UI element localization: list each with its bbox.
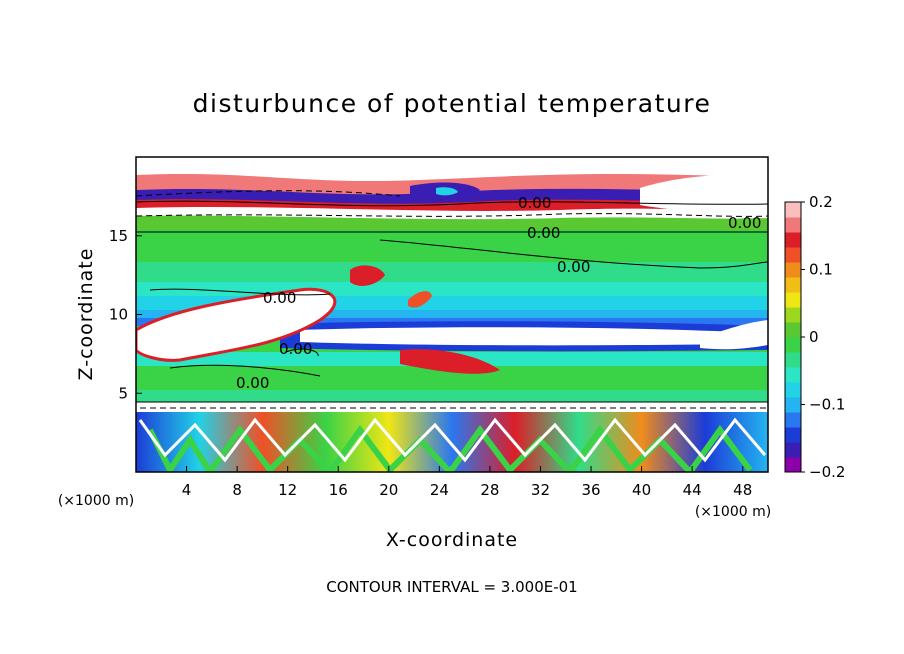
contour-label: 0.00 — [263, 289, 296, 307]
x-tick-label: 48 — [733, 481, 752, 499]
x-unit-right: (×1000 m) — [695, 504, 771, 520]
contour-labels: 0.00 0.00 0.00 0.00 0.00 0.00 0.00 — [236, 194, 761, 392]
x-tick-label: 12 — [278, 481, 297, 499]
y-tick-label: 5 — [118, 384, 128, 402]
colorbar-swatch — [785, 442, 801, 458]
colorbar-tick-label: 0.2 — [809, 193, 833, 211]
y-tick-label: 10 — [109, 306, 128, 324]
colorbar-swatch — [785, 397, 801, 413]
contour-label: 0.00 — [527, 224, 560, 242]
x-tick-label: 20 — [379, 481, 398, 499]
contour-label: 0.00 — [236, 374, 269, 392]
x-tick-label: 4 — [182, 481, 192, 499]
x-tick-label: 36 — [581, 481, 600, 499]
y-axis-label: Z-coordinate — [75, 248, 97, 381]
colorbar-ticks: 0.2 0.1 0 −0.1 −0.2 — [801, 193, 845, 481]
x-unit-left: (×1000 m) — [58, 493, 134, 509]
plot-field — [136, 157, 768, 472]
x-tick-label: 40 — [632, 481, 651, 499]
colorbar-tick-label: −0.2 — [809, 463, 845, 481]
x-axis-label: X-coordinate — [386, 529, 518, 551]
colorbar-tick-label: 0.1 — [809, 261, 833, 279]
colorbar-swatch — [785, 202, 801, 218]
colorbar-swatch — [785, 427, 801, 443]
colorbar — [784, 201, 802, 473]
colorbar-swatch — [785, 307, 801, 323]
colorbar-swatch — [785, 292, 801, 308]
contour-label: 0.00 — [518, 194, 551, 212]
colorbar-swatch — [785, 382, 801, 398]
colorbar-tick-label: 0 — [809, 328, 819, 346]
x-axis: 4 8 12 16 20 24 28 32 36 40 44 48 — [182, 466, 752, 499]
chart-title: disturbunce of potential temperature — [193, 89, 712, 118]
contour-interval-footer: CONTOUR INTERVAL = 3.000E-01 — [326, 578, 577, 596]
colorbar-swatch — [785, 367, 801, 383]
x-tick-label: 44 — [683, 481, 702, 499]
colorbar-swatch — [785, 352, 801, 368]
colorbar-swatch — [785, 247, 801, 263]
contour-lines — [136, 190, 768, 409]
colorbar-swatch — [785, 322, 801, 338]
y-tick-label: 15 — [109, 227, 128, 245]
colorbar-swatch — [785, 457, 801, 473]
colorbar-swatch — [785, 337, 801, 353]
x-tick-label: 24 — [430, 481, 449, 499]
x-tick-label: 8 — [232, 481, 242, 499]
contour-label: 0.00 — [557, 258, 590, 276]
colorbar-swatch — [785, 217, 801, 233]
x-tick-label: 28 — [480, 481, 499, 499]
contour-label: 0.00 — [728, 214, 761, 232]
colorbar-swatch — [785, 277, 801, 293]
x-tick-label: 16 — [329, 481, 348, 499]
contour-label: 0.00 — [279, 340, 312, 358]
colorbar-swatch — [785, 412, 801, 428]
y-axis: 5 10 15 — [109, 227, 142, 402]
colorbar-tick-label: −0.1 — [809, 396, 845, 414]
colorbar-swatch — [785, 262, 801, 278]
x-tick-label: 32 — [531, 481, 550, 499]
colorbar-swatch — [785, 232, 801, 248]
